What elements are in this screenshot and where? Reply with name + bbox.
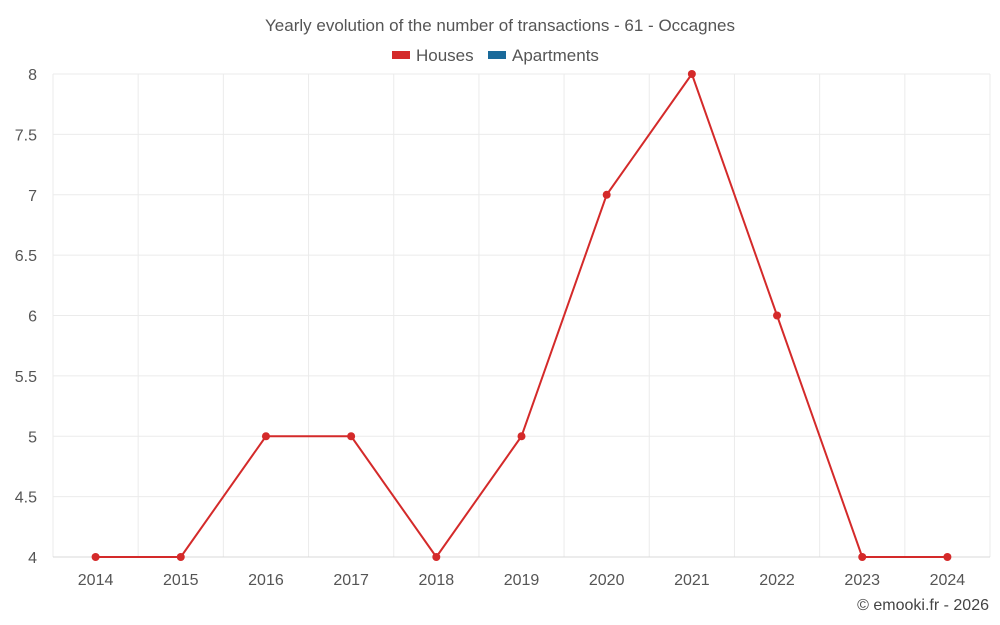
y-tick-label: 8 — [28, 67, 37, 84]
data-point-houses[interactable] — [517, 432, 526, 441]
data-point-houses[interactable] — [91, 553, 100, 561]
y-tick-label: 6.5 — [15, 248, 37, 265]
data-point-houses[interactable] — [773, 311, 782, 320]
y-tick-label: 7 — [28, 188, 37, 205]
y-tick-label: 7.5 — [15, 127, 37, 144]
legend-swatch-apartments — [488, 51, 506, 59]
data-point-houses[interactable] — [261, 432, 270, 441]
x-tick-label: 2024 — [930, 572, 966, 589]
x-tick-label: 2019 — [504, 572, 540, 589]
y-tick-label: 5 — [28, 429, 37, 446]
y-axis: 4 4.5 5 5.5 6 6.5 7 7.5 8 — [15, 67, 37, 567]
data-point-houses[interactable] — [432, 553, 441, 561]
legend-label-apartments: Apartments — [512, 46, 599, 65]
data-point-houses[interactable] — [347, 432, 356, 441]
legend-swatch-houses — [392, 51, 410, 59]
legend-label-houses: Houses — [416, 46, 474, 65]
data-point-houses[interactable] — [176, 553, 185, 561]
legend-item-houses[interactable]: Houses — [392, 46, 474, 65]
x-tick-label: 2021 — [674, 572, 710, 589]
x-tick-label: 2023 — [844, 572, 880, 589]
x-tick-label: 2014 — [78, 572, 114, 589]
x-tick-label: 2015 — [163, 572, 199, 589]
chart-title: Yearly evolution of the number of transa… — [265, 16, 735, 35]
grid — [52, 73, 991, 558]
legend: Houses Apartments — [392, 46, 599, 65]
x-tick-label: 2020 — [589, 572, 625, 589]
data-point-houses[interactable] — [602, 190, 611, 199]
legend-item-apartments[interactable]: Apartments — [488, 46, 599, 65]
x-tick-label: 2017 — [333, 572, 369, 589]
data-point-houses[interactable] — [943, 553, 952, 561]
series-layer — [91, 70, 952, 561]
x-tick-label: 2018 — [419, 572, 455, 589]
x-axis: 2014 2015 2016 2017 2018 2019 2020 2021 2022 2023… — [78, 572, 966, 589]
x-tick-label: 2022 — [759, 572, 795, 589]
credit-text: © emooki.fr - 2026 — [857, 597, 989, 614]
y-tick-label: 5.5 — [15, 369, 37, 386]
y-tick-label: 4.5 — [15, 490, 37, 507]
y-tick-label: 6 — [28, 309, 37, 326]
x-tick-label: 2016 — [248, 572, 284, 589]
y-tick-label: 4 — [28, 550, 37, 567]
data-point-houses[interactable] — [687, 70, 696, 78]
data-point-houses[interactable] — [858, 553, 867, 561]
